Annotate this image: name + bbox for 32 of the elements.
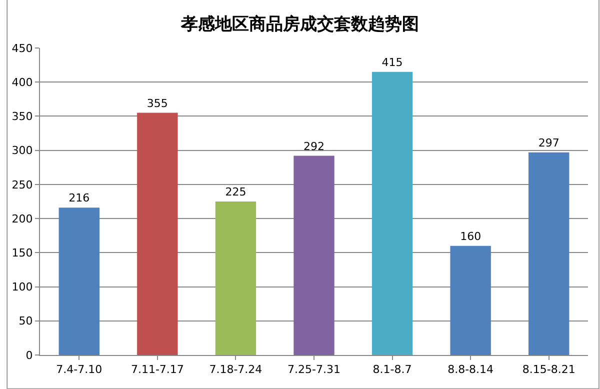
data-label: 160: [460, 230, 482, 243]
data-label: 415: [382, 56, 403, 69]
data-label: 355: [146, 96, 168, 110]
data-label: 297: [538, 136, 560, 150]
x-tick-label: 8.15-8.21: [522, 363, 576, 376]
x-tick-label: 7.18-7.24: [209, 363, 262, 376]
y-tick-label: 300: [12, 144, 33, 158]
data-label: 292: [304, 140, 324, 153]
x-tick-label: 8.1-8.7: [372, 363, 412, 376]
y-tick-label: 200: [12, 212, 33, 226]
bar: [294, 156, 334, 355]
bar: [450, 246, 491, 355]
bar: [137, 112, 178, 355]
chart-title: 孝感地区商品房成交套数趋势图: [180, 14, 419, 34]
x-tick-label: 7.25-7.31: [288, 363, 340, 376]
y-tick-label: 50: [18, 314, 33, 328]
y-tick-label: 150: [12, 246, 33, 260]
x-tick-label: 7.11-7.17: [130, 363, 184, 376]
y-tick-label: 100: [12, 280, 33, 294]
y-tick-label: 350: [12, 110, 33, 124]
y-tick-label: 0: [26, 348, 33, 362]
bar: [528, 152, 570, 355]
y-tick-label: 250: [12, 178, 33, 192]
bar: [215, 202, 256, 355]
bar: [372, 72, 413, 355]
data-label: 216: [68, 192, 90, 205]
bar: [58, 208, 100, 355]
y-tick-label: 450: [12, 42, 33, 55]
data-label: 225: [225, 186, 246, 198]
x-tick-label: 8.8-8.14: [448, 363, 494, 376]
y-tick-label: 400: [12, 76, 33, 89]
x-tick-label: 7.4-7.10: [56, 363, 102, 376]
